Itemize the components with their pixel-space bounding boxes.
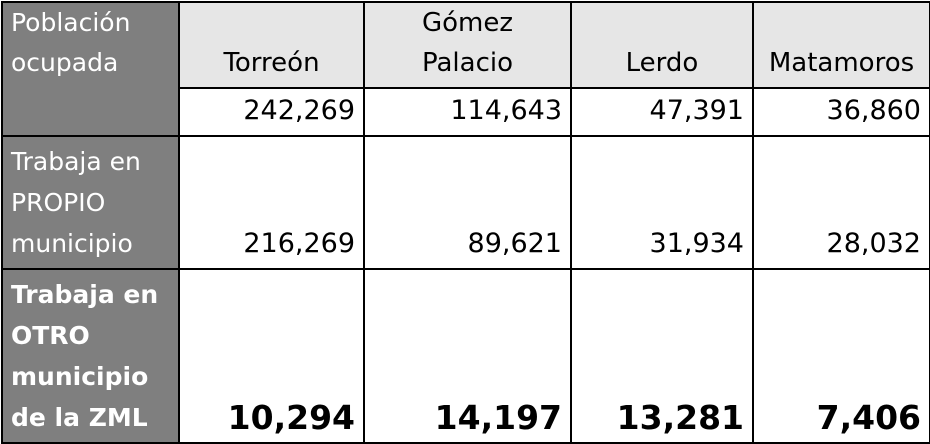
- header-row: Población ocupada Torreón Gómez Palacio …: [1, 1, 930, 137]
- row-label-line: Trabaja en: [11, 147, 141, 176]
- own-torreon: 216,269: [178, 135, 365, 270]
- column-header-text: Gómez: [421, 8, 514, 38]
- other-lerdo: 13,281: [570, 268, 754, 444]
- row-label-line: Trabaja en: [11, 280, 159, 309]
- column-header-gomez-palacio: Gómez Palacio: [363, 1, 572, 89]
- total-torreon: 242,269: [178, 87, 365, 137]
- total-gomez-palacio: 114,643: [363, 87, 572, 137]
- row-label-line: municipio: [11, 229, 133, 258]
- column-header-matamoros: Matamoros: [752, 1, 930, 89]
- total-lerdo: 47,391: [570, 87, 754, 137]
- column-header-text: Lerdo: [625, 48, 699, 78]
- own-gomez-palacio: 89,621: [363, 135, 572, 270]
- column-header-text: Matamoros: [768, 48, 915, 78]
- other-torreon: 10,294: [178, 268, 365, 444]
- column-header-lerdo: Lerdo: [570, 1, 754, 89]
- row-label-line: municipio: [11, 362, 149, 391]
- column-header-text: Torreón: [223, 48, 320, 78]
- own-matamoros: 28,032: [752, 135, 930, 270]
- own-municipality-row: Trabaja en PROPIO municipio 216,269 89,6…: [1, 135, 930, 270]
- totals-row: 242,269 114,643 47,391 36,860: [2, 87, 930, 137]
- header-label-cell: Población ocupada: [1, 1, 180, 137]
- other-municipality-label-cell: Trabaja en OTRO municipio de la ZML: [1, 268, 180, 444]
- row-label-line: PROPIO: [11, 188, 106, 217]
- column-header-torreon: Torreón: [178, 1, 365, 89]
- header-label-line: Población: [11, 8, 131, 37]
- row-label-line: OTRO: [11, 321, 90, 350]
- total-matamoros: 36,860: [752, 87, 930, 137]
- other-gomez-palacio: 14,197: [363, 268, 572, 444]
- own-municipality-label-cell: Trabaja en PROPIO municipio: [1, 135, 180, 270]
- own-lerdo: 31,934: [570, 135, 754, 270]
- other-municipality-row: Trabaja en OTRO municipio de la ZML 10,2…: [1, 268, 930, 444]
- column-header-text: Palacio: [421, 48, 514, 78]
- header-label-line: ocupada: [11, 48, 119, 77]
- row-label-line: de la ZML: [11, 403, 148, 432]
- other-matamoros: 7,406: [752, 268, 930, 444]
